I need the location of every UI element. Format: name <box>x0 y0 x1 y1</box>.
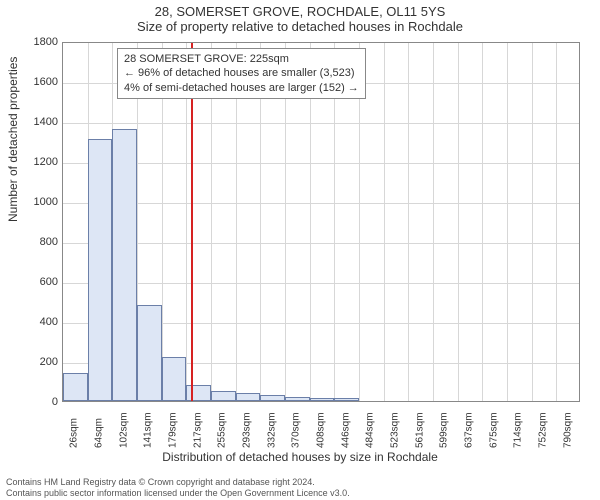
x-tick-label: 217sqm <box>192 412 203 448</box>
gridline-h <box>63 203 579 204</box>
gridline-v <box>458 43 459 401</box>
gridline-v <box>507 43 508 401</box>
gridline-v <box>433 43 434 401</box>
y-tick-label: 1000 <box>18 196 58 208</box>
histogram-bar <box>137 305 162 401</box>
y-tick-label: 800 <box>18 236 58 248</box>
x-tick-label: 370sqm <box>291 412 302 448</box>
x-tick-label: 332sqm <box>266 412 277 448</box>
x-tick-label: 523sqm <box>390 412 401 448</box>
y-tick-label: 1400 <box>18 116 58 128</box>
histogram-bar <box>63 373 88 401</box>
gridline-v <box>408 43 409 401</box>
annotation-line: 4% of semi-detached houses are larger (1… <box>124 81 359 95</box>
histogram-bar <box>211 391 236 401</box>
histogram-bar <box>285 397 310 401</box>
y-tick-label: 1200 <box>18 156 58 168</box>
histogram-bar <box>88 139 113 401</box>
x-tick-label: 446sqm <box>340 412 351 448</box>
gridline-v <box>556 43 557 401</box>
x-tick-label: 752sqm <box>538 412 549 448</box>
x-tick-label: 26sqm <box>69 418 80 448</box>
title-sub: Size of property relative to detached ho… <box>0 19 600 38</box>
x-tick-label: 675sqm <box>488 412 499 448</box>
annotation-line: ← 96% of detached houses are smaller (3,… <box>124 66 359 80</box>
gridline-h <box>63 163 579 164</box>
x-tick-label: 64sqm <box>94 418 105 448</box>
y-tick-label: 600 <box>18 276 58 288</box>
x-tick-label: 102sqm <box>118 412 129 448</box>
footer-line2: Contains public sector information licen… <box>6 488 350 498</box>
x-tick-label: 790sqm <box>562 412 573 448</box>
y-tick-label: 200 <box>18 356 58 368</box>
gridline-h <box>63 243 579 244</box>
gridline-h <box>63 123 579 124</box>
histogram-bar <box>310 398 335 401</box>
x-tick-label: 408sqm <box>316 412 327 448</box>
histogram-bar <box>186 385 211 401</box>
x-tick-label: 484sqm <box>365 412 376 448</box>
footer-line1: Contains HM Land Registry data © Crown c… <box>6 477 350 487</box>
x-tick-label: 561sqm <box>414 412 425 448</box>
x-tick-label: 179sqm <box>168 412 179 448</box>
histogram-bar <box>162 357 187 401</box>
gridline-v <box>482 43 483 401</box>
y-tick-label: 1600 <box>18 76 58 88</box>
histogram-bar <box>334 398 359 401</box>
x-tick-label: 141sqm <box>143 412 154 448</box>
x-axis-label: Distribution of detached houses by size … <box>0 450 600 464</box>
y-tick-label: 0 <box>18 396 58 408</box>
annotation-box: 28 SOMERSET GROVE: 225sqm← 96% of detach… <box>117 48 366 99</box>
histogram-bar <box>112 129 137 401</box>
x-tick-label: 599sqm <box>439 412 450 448</box>
y-tick-label: 400 <box>18 316 58 328</box>
plot-area: 28 SOMERSET GROVE: 225sqm← 96% of detach… <box>62 42 580 402</box>
histogram-bar <box>260 395 285 401</box>
gridline-v <box>384 43 385 401</box>
x-tick-label: 255sqm <box>217 412 228 448</box>
x-tick-label: 293sqm <box>242 412 253 448</box>
footer-attribution: Contains HM Land Registry data © Crown c… <box>6 477 350 498</box>
histogram-bar <box>236 393 261 401</box>
title-address: 28, SOMERSET GROVE, ROCHDALE, OL11 5YS <box>0 0 600 19</box>
y-tick-label: 1800 <box>18 36 58 48</box>
gridline-v <box>532 43 533 401</box>
x-tick-label: 714sqm <box>513 412 524 448</box>
annotation-line: 28 SOMERSET GROVE: 225sqm <box>124 52 359 66</box>
gridline-h <box>63 283 579 284</box>
x-tick-label: 637sqm <box>464 412 475 448</box>
figure: 28, SOMERSET GROVE, ROCHDALE, OL11 5YS S… <box>0 0 600 500</box>
